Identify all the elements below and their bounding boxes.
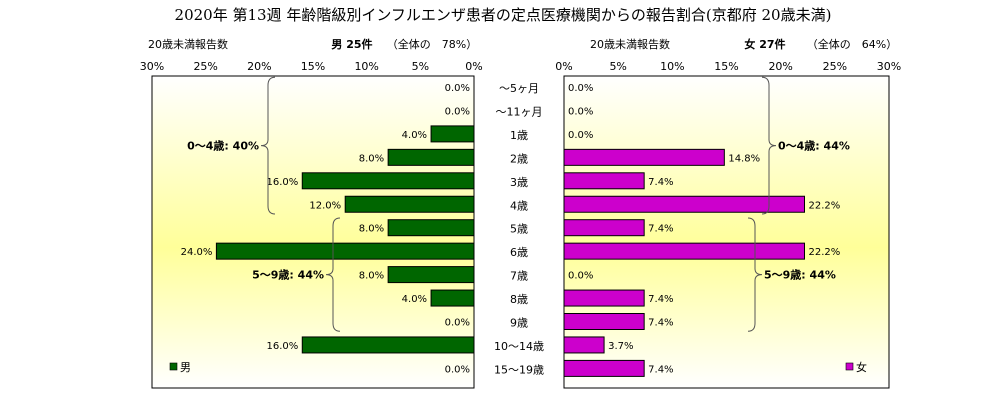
category-label: 4歳 (510, 199, 528, 212)
male-value-label: 0.0% (445, 318, 470, 329)
female-header: 女 27件 (744, 37, 785, 51)
female-value-label: 7.4% (648, 364, 673, 375)
male-share: （全体の 78%） (387, 37, 477, 51)
male-bar (387, 148, 475, 166)
female-value-label: 7.4% (648, 318, 673, 329)
male-bar (430, 125, 475, 143)
male-bar (387, 219, 475, 237)
category-labels: ～5ヶ月 ～11ヶ月 1歳 2歳 3歳 4歳 5歳 6歳 7歳 8歳 9歳 10～14歳 15～19歳 (494, 82, 544, 376)
male-legend-swatch (169, 362, 178, 371)
male-value-label: 0.0% (445, 106, 470, 117)
male-group-annotation: 0～4歳: 40% (187, 139, 259, 153)
female-value-label: 0.0% (568, 271, 593, 282)
male-tick-label: 0% (465, 60, 482, 73)
male-tick-label: 30% (140, 60, 164, 73)
category-label: 10～14歳 (494, 340, 544, 353)
category-label: ～5ヶ月 (499, 82, 539, 95)
male-tick-label: 15% (301, 60, 325, 73)
right-axis-label: 20歳未満報告数 (590, 38, 670, 51)
female-bar (563, 359, 645, 377)
female-value-label: 0.0% (568, 130, 593, 141)
male-value-label: 4.0% (402, 130, 427, 141)
group-braces: 0～4歳: 40% 5～9歳: 44% 0～4歳: 44% 5～9歳: 44% (187, 76, 850, 332)
female-value-label: 7.4% (648, 224, 673, 235)
female-tick-label: 25% (823, 60, 847, 73)
female-value-label: 7.4% (648, 177, 673, 188)
male-tick-label: 10% (354, 60, 378, 73)
female-tick-label: 30% (877, 60, 901, 73)
male-header: 男 25件 (331, 37, 372, 51)
male-tick-label: 25% (193, 60, 217, 73)
female-bar (563, 148, 725, 166)
male-value-label: 8.0% (359, 153, 384, 164)
category-label: 5歳 (510, 223, 528, 236)
male-bars (215, 125, 475, 354)
female-tick-label: 5% (609, 60, 626, 73)
male-group-annotation: 5～9歳: 44% (252, 268, 324, 282)
male-value-label: 12.0% (309, 200, 341, 211)
category-label: 3歳 (510, 176, 528, 189)
female-tick-label: 20% (768, 60, 792, 73)
group-brace (761, 76, 777, 215)
male-value-label: 4.0% (402, 294, 427, 305)
category-label: 8歳 (510, 293, 528, 306)
female-value-label: 3.7% (608, 341, 633, 352)
female-tick-label: 15% (714, 60, 738, 73)
female-value-labels: 0.0% 0.0% 0.0% 14.8% 7.4% 22.2% 7.4% 22.2% 0.0% 7… (568, 83, 840, 375)
female-tick-label: 0% (555, 60, 572, 73)
category-label: 6歳 (510, 246, 528, 259)
female-bars (563, 148, 805, 377)
male-bar (301, 336, 475, 354)
male-value-label: 24.0% (181, 247, 213, 258)
male-tick-label: 5% (412, 60, 429, 73)
female-tick-labels: 0% 5% 10% 15% 20% 25% 30% (555, 60, 901, 73)
group-brace (325, 217, 341, 332)
male-bar (387, 266, 475, 284)
female-bar (563, 195, 805, 213)
male-bar (344, 195, 475, 213)
female-legend-label: 女 (856, 360, 867, 374)
category-label: 1歳 (510, 129, 528, 142)
female-bar (563, 242, 805, 260)
male-value-label: 0.0% (445, 83, 470, 94)
category-label: 15～19歳 (494, 363, 544, 376)
female-value-label: 7.4% (648, 294, 673, 305)
female-bar (563, 289, 645, 307)
male-bar (301, 172, 475, 190)
male-bar (430, 289, 475, 307)
male-value-label: 8.0% (359, 224, 384, 235)
category-label: 2歳 (510, 152, 528, 165)
female-value-label: 14.8% (728, 153, 760, 164)
female-value-label: 0.0% (568, 106, 593, 117)
female-value-label: 22.2% (809, 200, 841, 211)
female-value-label: 0.0% (568, 83, 593, 94)
female-bar (563, 336, 605, 354)
chart-title: 2020年 第13週 年齢階級別インフルエンザ患者の定点医療機関からの報告割合(… (175, 6, 832, 24)
female-bar (563, 313, 645, 330)
category-label: 9歳 (510, 317, 528, 330)
female-value-label: 22.2% (809, 247, 841, 258)
category-label: ～11ヶ月 (496, 105, 543, 118)
female-group-annotation: 5～9歳: 44% (764, 268, 836, 282)
male-value-label: 0.0% (445, 364, 470, 375)
female-share: （全体の 64%） (807, 37, 897, 51)
female-tick-label: 10% (660, 60, 684, 73)
male-value-label: 16.0% (266, 341, 298, 352)
male-value-label: 16.0% (266, 177, 298, 188)
male-legend-label: 男 (180, 361, 191, 374)
left-axis-label: 20歳未満報告数 (148, 38, 228, 51)
male-tick-labels: 0% 5% 10% 15% 20% 25% 30% (140, 60, 483, 73)
group-brace (747, 217, 763, 332)
female-bar (563, 172, 645, 190)
male-value-label: 8.0% (359, 271, 384, 282)
female-bar (563, 219, 645, 237)
male-tick-label: 20% (247, 60, 271, 73)
group-brace (260, 76, 276, 215)
female-legend-swatch (845, 362, 854, 371)
male-bar (215, 242, 475, 260)
female-group-annotation: 0～4歳: 44% (778, 139, 850, 153)
male-value-labels: 0.0% 0.0% 4.0% 8.0% 16.0% 12.0% 8.0% 24.0% 8.0% 4… (181, 83, 470, 375)
category-label: 7歳 (510, 270, 528, 283)
